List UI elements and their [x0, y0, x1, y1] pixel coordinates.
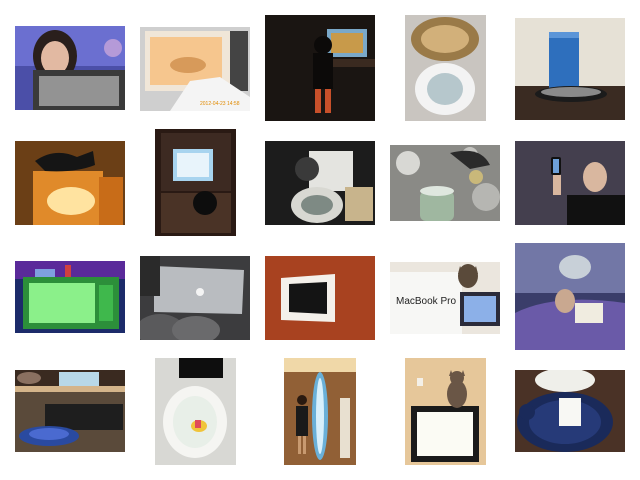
thumbnail-14[interactable]: MacBook Pro: [390, 262, 500, 334]
photo-microwave-hand: 2012-04-23 14:58: [140, 27, 250, 111]
photo-child-desk: [265, 15, 375, 121]
thumbnail-13[interactable]: [265, 256, 375, 340]
photo-laptop-lap: [140, 256, 250, 340]
photo-toilet-top: [155, 358, 236, 465]
thumbnail-5[interactable]: [515, 18, 625, 120]
thumbnail-8[interactable]: [265, 141, 375, 225]
thumbnail-6[interactable]: [15, 141, 125, 225]
photo-jar-bokeh: [390, 145, 500, 221]
photo-cat-tv-glow: [15, 141, 125, 225]
photo-surfboard: [284, 358, 356, 465]
photo-timestamp-label: 2012-04-23 14:58: [200, 101, 240, 107]
thumbnail-18[interactable]: [284, 358, 356, 465]
photo-glass-phone: [515, 18, 625, 120]
photo-man-phone: [515, 141, 625, 225]
photo-frame-wall: [265, 256, 375, 340]
photo-person-microwave: [15, 26, 125, 110]
thumbnail-20[interactable]: [515, 370, 625, 452]
thumbnail-4[interactable]: [405, 15, 486, 121]
photo-mouse-tv: [15, 370, 125, 452]
photo-toilet-head: [265, 141, 375, 225]
photo-toilet-seat: [405, 15, 486, 121]
photo-green-microwave: [15, 261, 125, 333]
photo-toilet-note: [515, 370, 625, 452]
thumbnail-10[interactable]: [515, 141, 625, 225]
photo-tv-cabinet: [155, 129, 236, 236]
photo-reading-bed: [515, 243, 625, 350]
photo-laptop-box-cat: MacBook Pro: [390, 262, 500, 334]
thumbnail-17[interactable]: [155, 358, 236, 465]
thumbnail-15[interactable]: [515, 243, 625, 350]
thumbnail-16[interactable]: [15, 370, 125, 452]
thumbnail-2[interactable]: 2012-04-23 14:58: [140, 27, 250, 111]
thumbnail-3[interactable]: [265, 15, 375, 121]
thumbnail-11[interactable]: [15, 261, 125, 333]
thumbnail-7[interactable]: [155, 129, 236, 236]
thumbnail-19[interactable]: [405, 358, 486, 465]
photo-cat-on-tv: [405, 358, 486, 465]
laptop-box-text: MacBook Pro: [396, 296, 456, 307]
thumbnail-1[interactable]: [15, 26, 125, 110]
thumbnail-12[interactable]: [140, 256, 250, 340]
thumbnail-9[interactable]: [390, 145, 500, 221]
